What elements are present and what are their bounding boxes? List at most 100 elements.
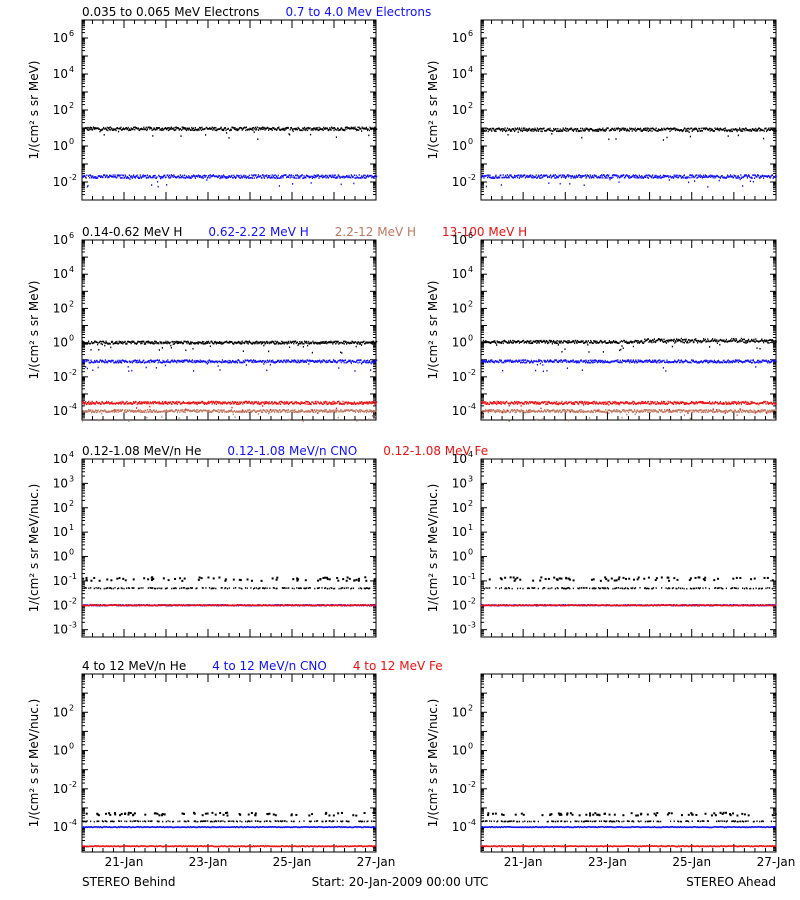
data-point <box>190 409 192 412</box>
data-point <box>687 130 689 132</box>
data-point <box>359 342 361 344</box>
data-point <box>637 176 639 179</box>
data-point <box>728 129 730 132</box>
data-point <box>179 176 181 179</box>
data-point <box>254 361 256 363</box>
data-point <box>774 176 776 178</box>
data-point <box>529 175 531 178</box>
data-point <box>376 359 378 361</box>
data-point <box>212 174 214 176</box>
data-point <box>344 340 346 343</box>
data-point <box>179 174 181 176</box>
data-point <box>663 127 665 130</box>
data-point <box>343 361 345 364</box>
data-point <box>251 128 253 131</box>
data-point <box>664 175 666 178</box>
data-point <box>223 129 225 132</box>
data-point <box>320 401 322 404</box>
data-point <box>110 129 112 131</box>
data-point <box>519 128 521 131</box>
data-point <box>296 402 298 405</box>
data-point <box>155 367 157 369</box>
data-point <box>217 361 219 364</box>
data-point <box>700 130 702 132</box>
data-point <box>310 129 312 131</box>
data-point <box>239 403 241 405</box>
data-point <box>233 361 235 363</box>
data-point <box>125 359 127 362</box>
data-point <box>627 175 629 177</box>
data-point <box>314 174 316 177</box>
data-point <box>179 342 181 344</box>
data-point <box>166 184 168 186</box>
data-point <box>295 360 297 363</box>
data-point <box>167 403 169 406</box>
data-point <box>137 402 139 404</box>
data-point <box>704 176 706 178</box>
data-point <box>218 340 220 343</box>
data-point <box>302 420 304 422</box>
data-point <box>365 128 367 130</box>
data-point <box>193 409 195 411</box>
data-point <box>289 133 291 136</box>
data-point <box>86 360 88 363</box>
data-point <box>373 409 375 412</box>
data-point <box>339 129 341 131</box>
data-point <box>244 176 246 178</box>
data-point <box>146 361 148 363</box>
data-point <box>756 175 758 178</box>
data-point <box>251 410 253 413</box>
data-point <box>666 136 668 139</box>
data-point <box>532 174 534 177</box>
data-point <box>154 361 156 363</box>
data-point <box>533 175 535 178</box>
data-point <box>127 366 129 368</box>
data-point <box>108 127 110 129</box>
data-point <box>208 174 210 177</box>
data-point <box>165 127 167 130</box>
data-point <box>561 129 563 131</box>
data-point <box>316 127 318 129</box>
data-point <box>104 410 106 412</box>
data-point <box>172 176 174 178</box>
data-point <box>361 175 363 177</box>
data-point <box>365 411 367 414</box>
data-point <box>162 176 164 179</box>
data-point <box>225 129 227 132</box>
data-point <box>130 342 132 345</box>
data-point <box>238 403 240 405</box>
data-point <box>550 129 552 132</box>
data-point <box>514 130 516 132</box>
data-point <box>246 410 248 413</box>
data-point <box>227 401 229 404</box>
data-point <box>578 174 580 176</box>
data-point <box>266 174 268 177</box>
data-point <box>104 344 106 347</box>
data-point <box>261 176 263 179</box>
data-point <box>740 130 742 132</box>
data-point <box>239 177 241 179</box>
data-point <box>188 359 190 362</box>
y-tick-label: 10 <box>53 139 68 153</box>
data-point <box>279 400 281 403</box>
data-point <box>360 359 362 361</box>
data-point <box>266 340 268 343</box>
data-point <box>284 359 286 362</box>
data-point <box>739 127 741 130</box>
data-point <box>191 128 193 130</box>
data-point <box>641 176 643 178</box>
data-point <box>95 127 97 130</box>
data-point <box>241 127 243 130</box>
data-point <box>145 402 147 405</box>
data-point <box>547 128 549 131</box>
data-point <box>152 360 154 363</box>
y-tick-exponent: 4 <box>69 265 74 274</box>
data-point <box>694 180 696 182</box>
data-point <box>768 175 770 177</box>
data-point <box>227 361 229 364</box>
data-point <box>643 127 645 130</box>
data-point <box>179 411 181 414</box>
data-point <box>482 174 484 177</box>
data-point <box>664 128 666 131</box>
data-point <box>740 177 742 179</box>
